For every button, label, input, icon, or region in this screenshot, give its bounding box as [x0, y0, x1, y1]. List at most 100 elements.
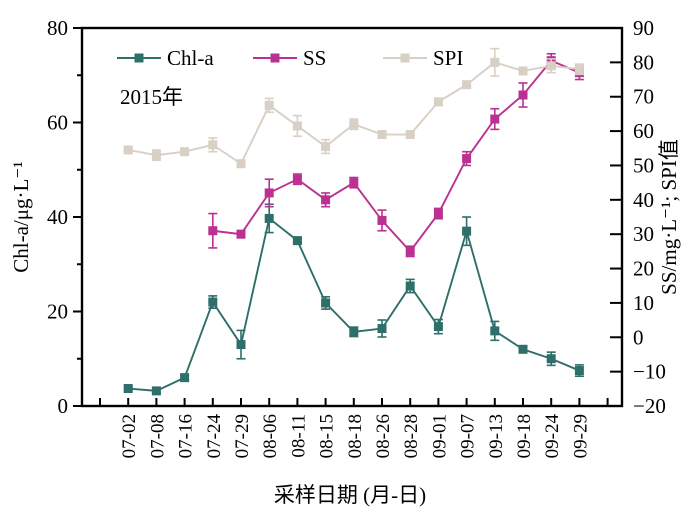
right-tick-label: 10 — [633, 291, 654, 315]
series-line — [212, 59, 580, 253]
data-point-marker — [151, 386, 161, 396]
data-point-marker — [321, 142, 331, 152]
data-point-marker — [405, 281, 415, 291]
data-point-marker — [292, 121, 302, 131]
data-point-marker — [208, 226, 218, 236]
data-point-marker — [433, 322, 443, 332]
data-point-marker — [377, 324, 387, 334]
right-tick-label: −20 — [633, 394, 666, 418]
right-tick-label: 50 — [633, 153, 654, 177]
legend-label-chl-a: Chl-a — [167, 46, 214, 70]
data-point-marker — [462, 226, 472, 236]
data-point-marker — [546, 61, 556, 71]
data-point-marker — [208, 297, 218, 307]
data-point-marker — [236, 229, 246, 239]
legend-marker — [400, 53, 410, 63]
data-point-marker — [490, 57, 500, 67]
x-tick-label: 07-08 — [147, 414, 168, 458]
data-point-marker — [518, 66, 528, 76]
legend-swatch-spi — [383, 53, 427, 63]
data-point-marker — [264, 188, 274, 198]
x-axis: 07-02 07-08 07-16 07-24 07-29 08-06 08-11 08-15… — [99, 398, 609, 459]
data-point-marker — [349, 327, 359, 337]
right-tick-label: 60 — [633, 119, 654, 143]
series-spi — [123, 47, 584, 169]
x-tick-label: 09-29 — [570, 414, 591, 458]
right-tick-label: −10 — [633, 360, 666, 384]
data-point-marker — [151, 150, 161, 160]
right-tick-label: 80 — [633, 50, 654, 74]
data-point-marker — [349, 178, 359, 188]
x-tick-label: 08-18 — [345, 414, 366, 458]
data-point-marker — [462, 154, 472, 164]
x-tick-label: 07-16 — [176, 414, 197, 458]
series-chl-a — [123, 203, 584, 396]
data-point-marker — [292, 174, 302, 184]
data-point-marker — [574, 64, 584, 74]
data-point-marker — [264, 213, 274, 223]
data-point-marker — [546, 354, 556, 364]
data-point-marker — [518, 344, 528, 354]
y-axis-title-left: Chl-a/μg·L⁻¹ — [9, 161, 33, 272]
data-point-marker — [180, 373, 190, 383]
series-line — [128, 216, 580, 392]
x-tick-label: 07-02 — [119, 414, 140, 458]
legend-swatch-ss — [253, 53, 297, 63]
data-point-marker — [405, 246, 415, 256]
data-point-marker — [123, 145, 133, 155]
data-point-marker — [433, 97, 443, 107]
legend-label-spi: SPI — [433, 46, 463, 70]
x-tick-label: 09-01 — [429, 414, 450, 458]
x-tick-label: 08-06 — [260, 414, 281, 458]
data-point-marker — [433, 209, 443, 219]
data-point-marker — [574, 366, 584, 376]
annotation-year: 2015年 — [120, 85, 183, 109]
right-tick-label: 40 — [633, 188, 654, 212]
left-axis: 0 20 40 60 80 — [47, 16, 82, 418]
data-point-marker — [462, 80, 472, 90]
x-tick-label: 09-13 — [486, 414, 507, 458]
data-point-marker — [264, 100, 274, 110]
data-point-marker — [236, 159, 246, 169]
right-tick-label: 20 — [633, 257, 654, 281]
data-point-marker — [490, 114, 500, 124]
x-tick-label: 07-24 — [204, 414, 225, 459]
data-point-marker — [208, 140, 218, 150]
right-tick-label: 70 — [633, 85, 654, 109]
data-point-marker — [518, 90, 528, 100]
data-point-marker — [405, 130, 415, 140]
data-point-marker — [490, 326, 500, 336]
x-tick-label: 09-07 — [458, 414, 479, 458]
left-tick-label: 60 — [47, 111, 68, 135]
x-tick-label: 08-28 — [401, 414, 422, 458]
legend-marker — [270, 53, 280, 63]
right-tick-label: 30 — [633, 222, 654, 246]
x-tick-label: 07-29 — [232, 414, 253, 458]
right-axis: −20 −10 0 10 20 30 40 50 60 70 80 90 — [610, 16, 666, 418]
data-point-marker — [236, 340, 246, 350]
data-point-marker — [321, 195, 331, 205]
x-tick-label: 08-11 — [288, 414, 309, 458]
legend-label-ss: SS — [303, 46, 326, 70]
data-point-marker — [292, 236, 302, 246]
left-tick-label: 20 — [47, 300, 68, 324]
y-axis-title-right: SS/mg·L⁻¹; SPI值 — [657, 139, 681, 295]
x-tick-label: 08-26 — [373, 414, 394, 458]
data-point-marker — [180, 147, 190, 157]
data-point-marker — [377, 130, 387, 140]
x-tick-label: 08-15 — [317, 414, 338, 458]
x-tick-label: 09-24 — [542, 414, 563, 459]
left-tick-label: 80 — [47, 16, 68, 40]
series-line — [128, 61, 580, 166]
data-point-marker — [123, 384, 133, 394]
legend-marker — [134, 53, 144, 63]
x-axis-title: 采样日期 (月-日) — [274, 483, 426, 507]
data-point-marker — [377, 215, 387, 225]
left-tick-label: 40 — [47, 205, 68, 229]
legend-swatch-chl-a — [117, 53, 161, 63]
data-point-marker — [321, 298, 331, 308]
series-ss — [208, 52, 584, 258]
right-tick-label: 0 — [633, 325, 644, 349]
left-tick-label: 0 — [58, 394, 69, 418]
